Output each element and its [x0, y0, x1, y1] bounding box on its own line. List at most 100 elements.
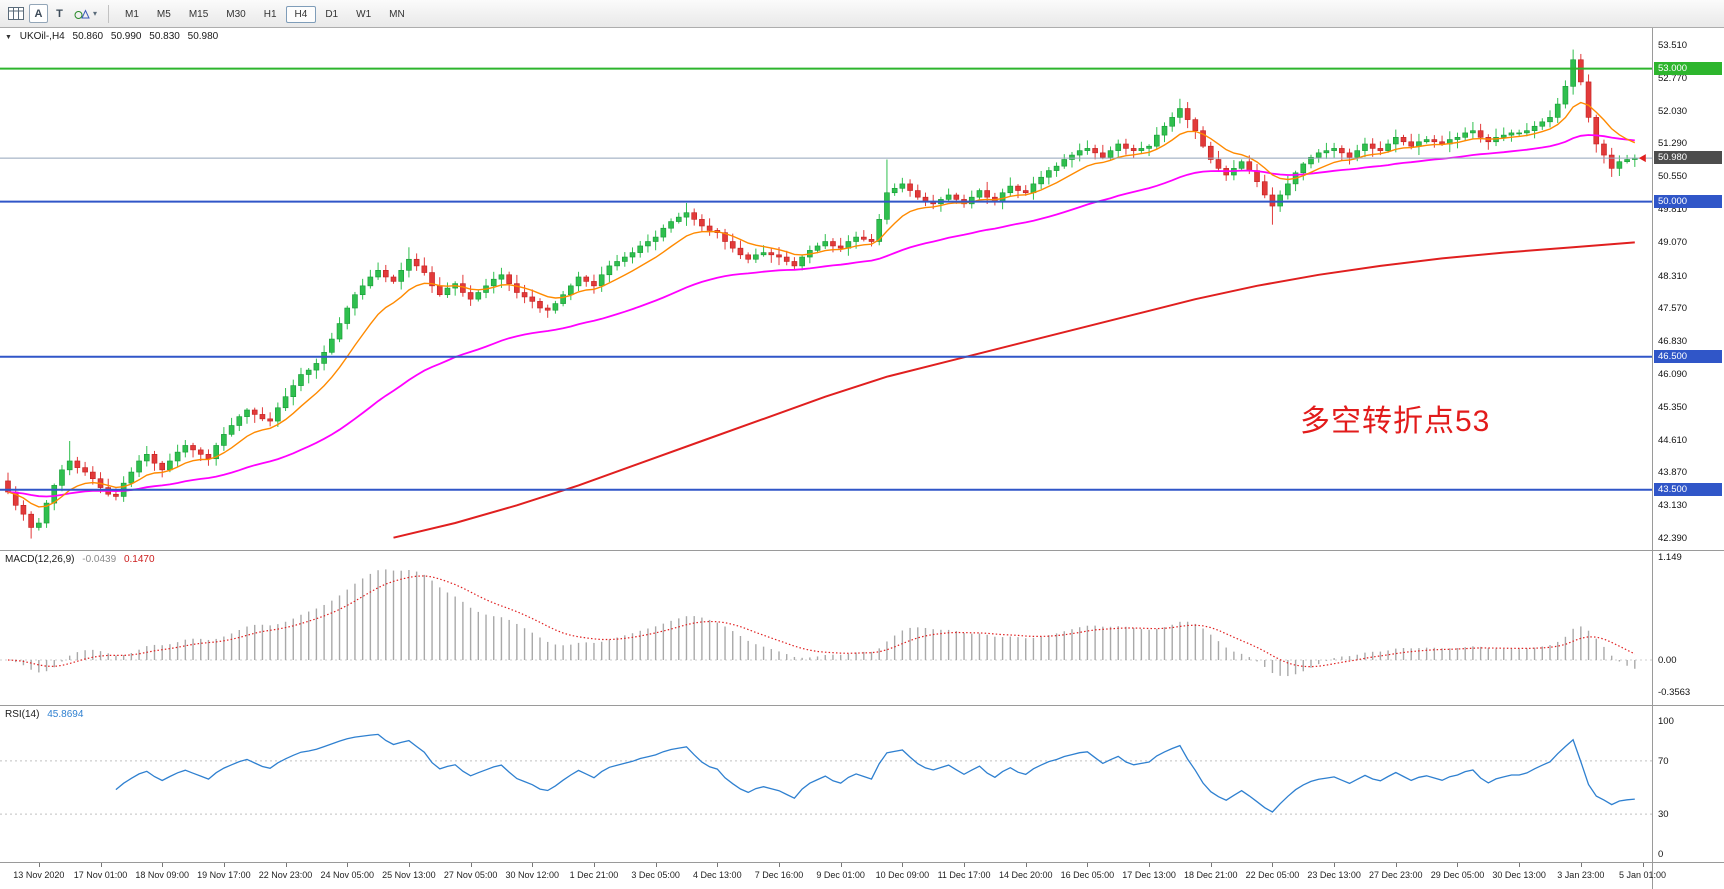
chart-grid-icon[interactable] [4, 5, 28, 22]
time-tick [717, 863, 719, 867]
ohlc-low: 50.830 [149, 31, 180, 42]
price-badge: 43.500 [1654, 482, 1722, 496]
macd-label: MACD(12,26,9) [5, 554, 75, 565]
time-label: 7 Dec 16:00 [754, 870, 804, 880]
time-tick [1642, 863, 1644, 867]
price-tick: 52.770 [1658, 72, 1688, 84]
timeframe-button-w1[interactable]: W1 [356, 9, 372, 20]
time-label: 17 Nov 01:00 [73, 870, 128, 880]
timeframe-button-m5[interactable]: M5 [156, 9, 171, 20]
rsi-panel: RSI(14) 45.8694 100 70 30 0 [0, 705, 1724, 862]
price-tick: 43.870 [1658, 467, 1688, 479]
macd-value-signal: 0.1470 [123, 554, 155, 565]
chart-text-annotation[interactable]: 多空转折点53 [1300, 405, 1491, 438]
time-tick [100, 863, 102, 867]
timeframe-button-m15[interactable]: M15 [188, 9, 209, 20]
time-label: 24 Nov 05:00 [320, 870, 375, 880]
shapes-dropdown[interactable]: ▾ [70, 5, 101, 22]
price-badge: 53.000 [1654, 61, 1722, 75]
macd-tick: 0.00 [1658, 655, 1677, 666]
time-tick [223, 863, 225, 867]
rsi-axis[interactable]: 100 70 30 0 [1652, 706, 1724, 862]
text-tool-button[interactable]: T [50, 4, 69, 23]
time-tick [1210, 863, 1212, 867]
time-label: 3 Dec 05:00 [631, 870, 680, 880]
ohlc-close: 50.980 [187, 31, 219, 42]
macd-tick: 1.149 [1658, 552, 1682, 563]
collapse-icon[interactable]: ▼ [5, 34, 12, 41]
time-label: 9 Dec 01:00 [816, 870, 865, 880]
time-label: 1 Dec 21:00 [569, 870, 619, 880]
time-label: 18 Nov 09:00 [135, 870, 189, 880]
timeframe-group: M1 M5 M15 M30 H1 H4 D1 W1 MN [116, 4, 414, 23]
time-tick [779, 863, 780, 867]
time-label: 30 Dec 13:00 [1492, 870, 1546, 880]
price-tick: 50.550 [1658, 171, 1688, 183]
price-badge: 50.980 [1654, 151, 1722, 165]
macd-panel: MACD(12,26,9) -0.0439 0.1470 1.149 0.00 -0… [0, 550, 1724, 705]
time-label: 4 Dec 13:00 [693, 870, 742, 880]
time-label: 25 Nov 13:00 [382, 870, 436, 880]
time-tick [902, 863, 904, 867]
price-tick: 45.350 [1658, 401, 1688, 413]
timeframe-button-d1[interactable]: D1 [325, 9, 339, 20]
timeframe-button-h1[interactable]: H1 [263, 9, 277, 20]
rsi-tick: 100 [1658, 716, 1674, 727]
time-tick [655, 863, 657, 867]
time-tick [1580, 863, 1582, 867]
price-tick: 53.510 [1658, 40, 1688, 51]
time-label: 10 Dec 09:00 [875, 870, 930, 880]
time-axis[interactable]: 13 Nov 2020 17 Nov 01:00 18 Nov 09:00 19 No… [0, 862, 1724, 889]
main-chart-plot[interactable] [0, 28, 1652, 550]
price-axis[interactable]: 53.510 52.770 52.030 51.290 50.550 49.810 49.0… [1652, 28, 1724, 550]
timeframe-button-mn[interactable]: MN [389, 9, 405, 20]
time-label: 27 Dec 23:00 [1369, 870, 1423, 880]
time-label: 23 Dec 13:00 [1307, 870, 1361, 880]
rsi-value: 45.8694 [47, 709, 84, 720]
time-tick [38, 863, 40, 867]
price-tick: 52.030 [1658, 105, 1688, 117]
macd-tick: -0.3563 [1658, 686, 1691, 698]
time-label: 13 Nov 2020 [13, 870, 65, 880]
time-label: 19 Nov 17:00 [197, 870, 251, 880]
rsi-tick: 70 [1658, 755, 1669, 767]
timeframe-button-m1[interactable]: M1 [125, 9, 139, 20]
price-tick: 42.390 [1658, 533, 1688, 544]
macd-plot[interactable] [0, 551, 1652, 706]
chevron-down-icon: ▾ [93, 9, 98, 18]
rsi-header: RSI(14) 45.8694 [5, 709, 88, 720]
time-tick [470, 863, 472, 867]
time-label: 11 Dec 17:00 [937, 870, 991, 880]
price-tick: 48.310 [1658, 270, 1688, 282]
time-tick [593, 863, 595, 867]
time-label: 5 Jan 01:00 [1618, 870, 1667, 880]
macd-axis[interactable]: 1.149 0.00 -0.3563 [1652, 551, 1724, 705]
time-label: 17 Dec 13:00 [1122, 870, 1176, 880]
price-tick: 49.810 [1658, 204, 1688, 216]
time-tick [285, 863, 287, 867]
toolbar-separator [108, 4, 110, 23]
price-tick: 46.830 [1658, 336, 1688, 348]
rsi-plot[interactable] [0, 706, 1652, 863]
timeframe-button-h4[interactable]: H4 [285, 6, 317, 23]
time-label: 22 Nov 23:00 [258, 870, 313, 880]
macd-value-main: -0.0439 [82, 554, 117, 565]
macd-header: MACD(12,26,9) -0.0439 0.1470 [5, 554, 160, 565]
time-tick [964, 863, 966, 867]
time-label: 27 Nov 05:00 [443, 870, 498, 880]
time-tick [1519, 863, 1521, 867]
time-axis-corner [1652, 863, 1724, 889]
price-badge: 50.000 [1654, 194, 1722, 208]
rsi-tick: 30 [1658, 809, 1669, 821]
price-tick: 51.290 [1658, 138, 1688, 150]
toolbar: A T ▾ M1 M5 M15 M30 H1 H4 D1 W1 MN [0, 0, 1724, 28]
rsi-tick: 0 [1658, 849, 1664, 860]
arrow-tool-button[interactable]: A [29, 4, 48, 23]
price-tick: 49.070 [1658, 236, 1688, 248]
time-tick [1457, 863, 1459, 867]
timeframe-button-m30[interactable]: M30 [226, 9, 246, 20]
time-tick [347, 863, 349, 867]
ohlc-high: 50.990 [110, 31, 142, 42]
time-label: 29 Dec 05:00 [1430, 870, 1485, 880]
current-price-marker [1638, 154, 1646, 163]
